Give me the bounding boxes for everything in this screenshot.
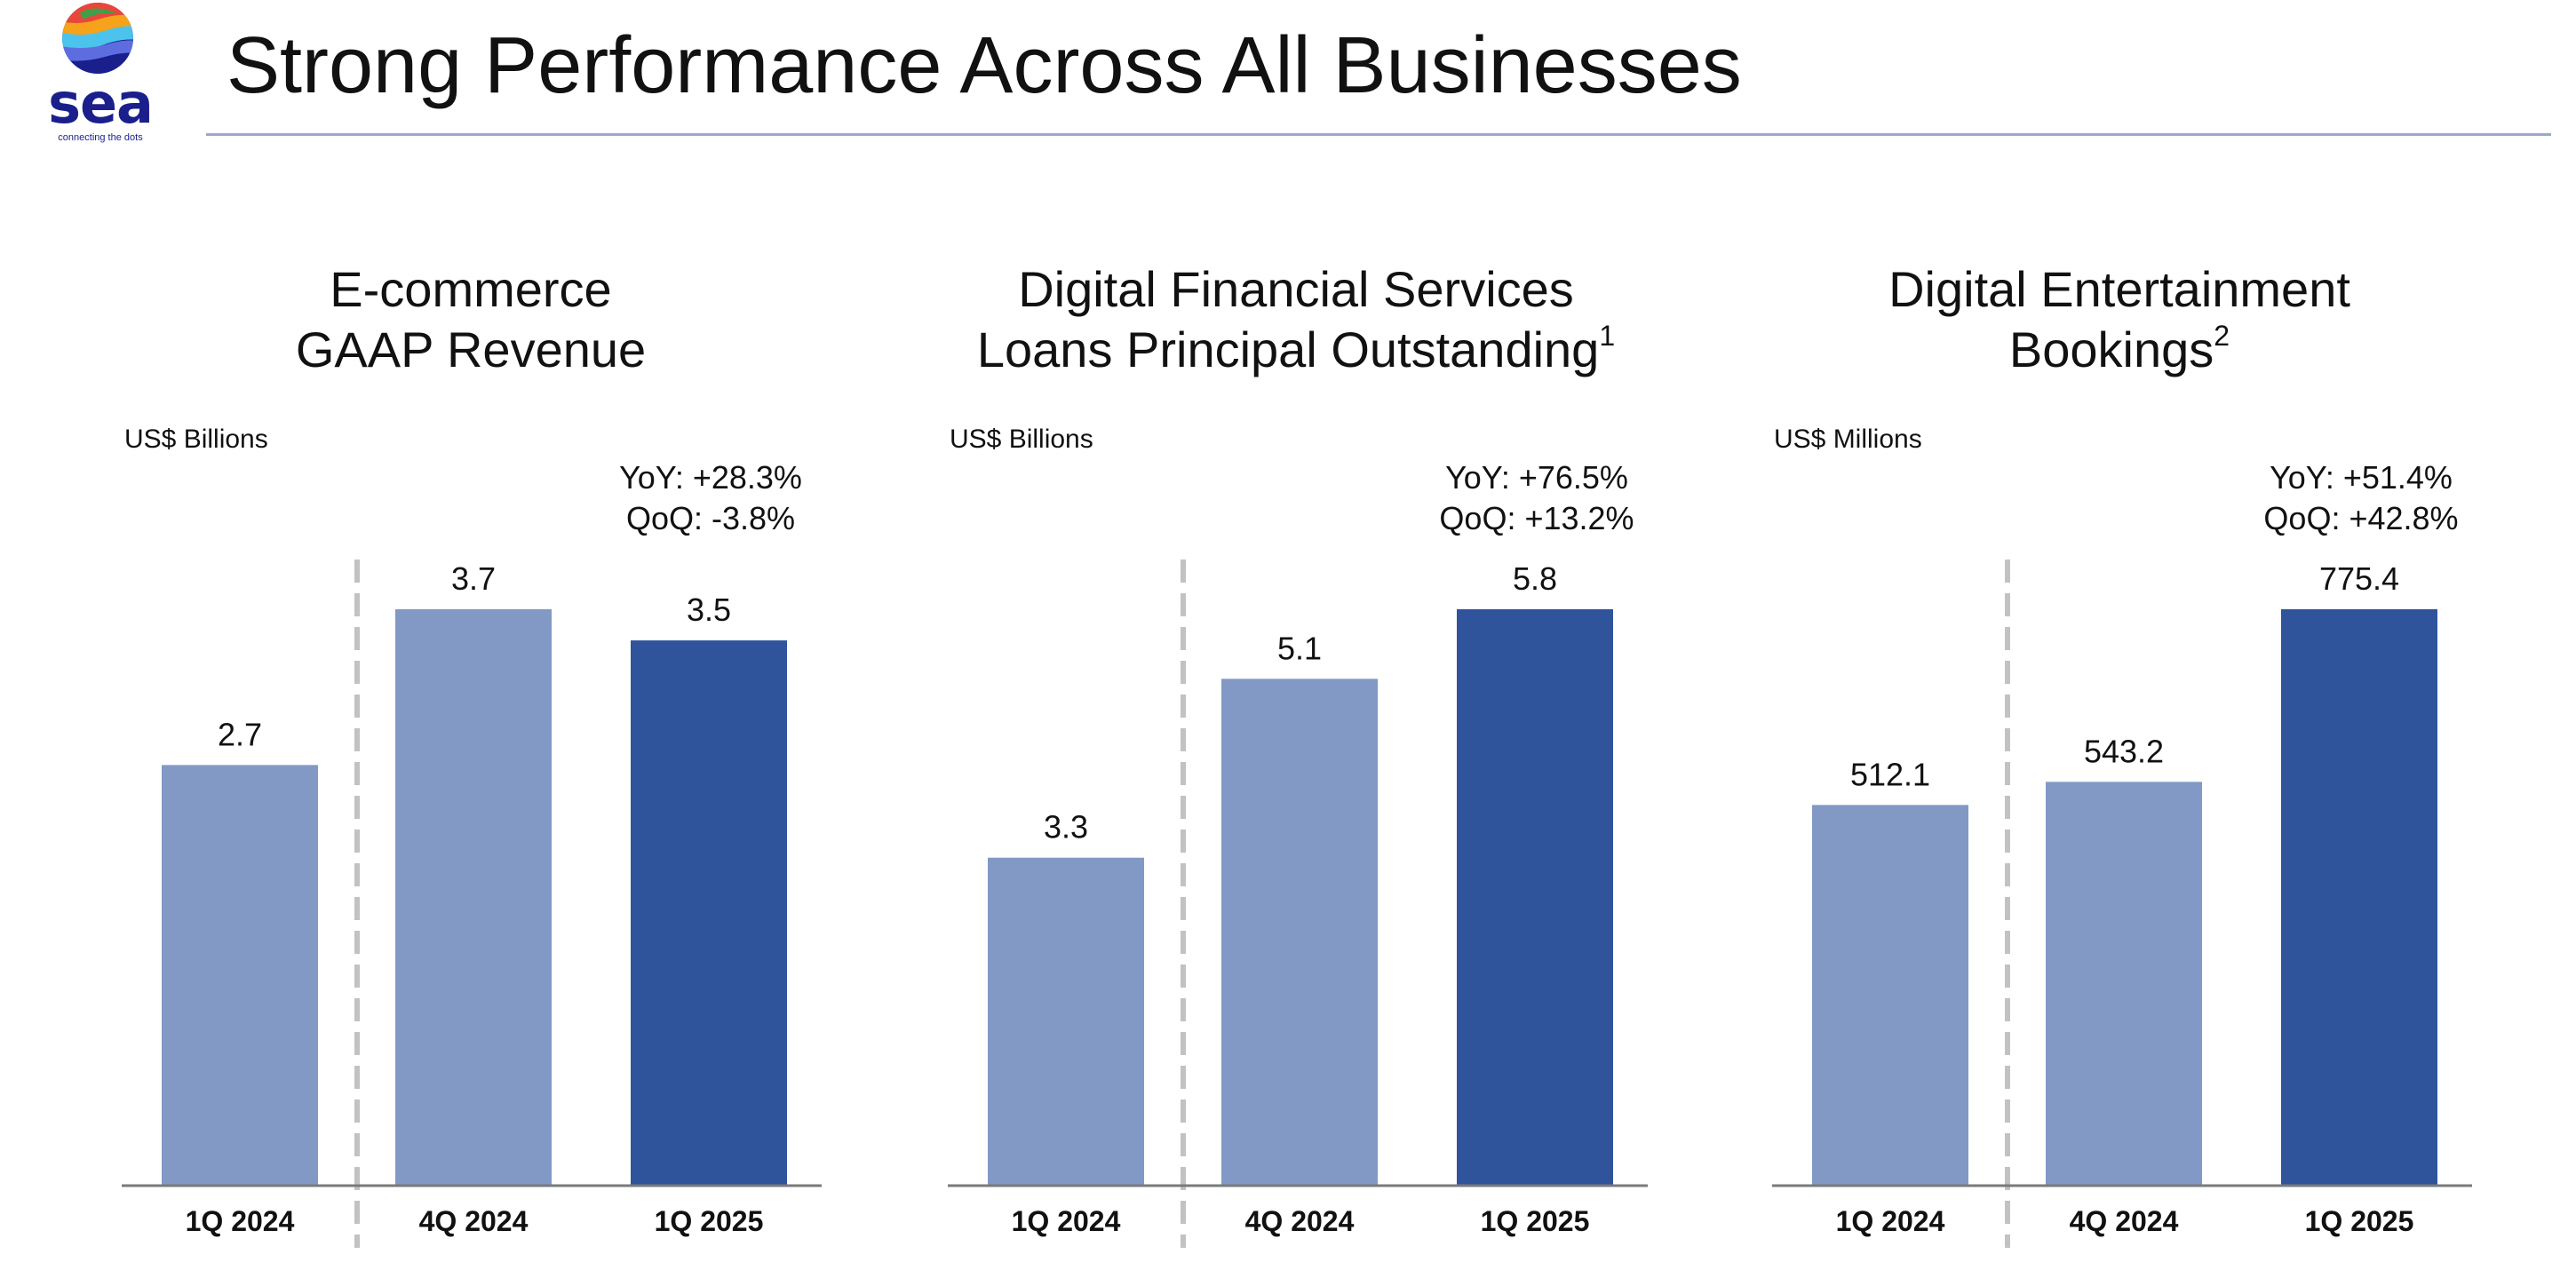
ecommerce-bar-chart: 2.7 1Q 2024 3.7 4Q 2024 3.5 1Q 2025	[122, 560, 822, 1248]
footnote-marker: 1	[1599, 320, 1616, 352]
growth-stats-dfs: YoY: +76.5% QoQ: +13.2%	[1403, 457, 1670, 539]
panel-title-line2: Loans Principal Outstanding	[976, 322, 1600, 377]
x-tick-label: 1Q 2024	[186, 1205, 295, 1237]
logo-wordmark: sea	[48, 71, 154, 136]
footnote-marker: 2	[2214, 320, 2230, 352]
dfs-bar-chart: 3.3 1Q 2024 5.1 4Q 2024 5.8 1Q 2025	[948, 560, 1648, 1248]
x-tick-label: 1Q 2025	[655, 1205, 764, 1237]
yoy-label: YoY: +28.3%	[619, 459, 802, 496]
panel-title-ecommerce: E-commerce GAAP Revenue	[71, 259, 871, 380]
bar-value-label: 543.2	[2084, 733, 2164, 769]
bar-1q-2024	[162, 765, 318, 1186]
panel-title-line1: Digital Financial Services	[1018, 261, 1574, 317]
bar-4q-2024	[395, 609, 552, 1186]
panel-title-line2: Bookings	[2008, 322, 2214, 377]
bar-value-label: 5.8	[1513, 560, 1557, 597]
bar-value-label: 3.7	[451, 560, 496, 597]
bar-value-label: 3.3	[1044, 809, 1088, 845]
x-tick-label: 1Q 2025	[2305, 1205, 2414, 1237]
entertainment-bar-chart: 512.1 1Q 2024 543.2 4Q 2024 775.4 1Q 2025	[1772, 560, 2472, 1248]
title-divider	[206, 133, 2551, 136]
x-tick-label: 1Q 2025	[1481, 1205, 1590, 1237]
bar-1q-2024	[1812, 805, 1968, 1186]
panel-title-dfs: Digital Financial Services Loans Princip…	[896, 259, 1696, 380]
qoq-label: QoQ: +42.8%	[2263, 500, 2459, 536]
x-tick-label: 4Q 2024	[419, 1205, 529, 1237]
bar-value-label: 512.1	[1850, 756, 1930, 792]
bar-value-label: 3.5	[687, 591, 731, 628]
bar-value-label: 2.7	[218, 716, 262, 752]
sea-logo-icon	[62, 3, 133, 74]
bar-1q-2025	[2281, 609, 2437, 1186]
qoq-label: QoQ: -3.8%	[625, 500, 796, 536]
yoy-label: YoY: +76.5%	[1445, 459, 1628, 496]
bar-1q-2025	[631, 640, 787, 1186]
growth-stats-ecommerce: YoY: +28.3% QoQ: -3.8%	[577, 457, 844, 539]
unit-label-entertainment: US$ Millions	[1774, 425, 1922, 454]
panel-title-line1: E-commerce	[330, 261, 612, 317]
x-tick-label: 1Q 2024	[1012, 1205, 1121, 1237]
x-tick-label: 4Q 2024	[2070, 1205, 2179, 1237]
page-title: Strong Performance Across All Businesses	[227, 21, 1742, 110]
bar-4q-2024	[1221, 679, 1378, 1186]
unit-label-dfs: US$ Billions	[950, 425, 1093, 454]
x-tick-label: 1Q 2024	[1836, 1205, 1945, 1237]
bar-4q-2024	[2046, 782, 2202, 1186]
logo-tagline: connecting the dots	[58, 132, 143, 143]
qoq-label: QoQ: +13.2%	[1439, 500, 1634, 536]
x-tick-label: 4Q 2024	[1245, 1205, 1355, 1237]
growth-stats-entertainment: YoY: +51.4% QoQ: +42.8%	[2228, 457, 2494, 539]
bar-value-label: 775.4	[2319, 560, 2399, 597]
bar-1q-2024	[988, 857, 1144, 1186]
yoy-label: YoY: +51.4%	[2270, 459, 2453, 496]
bar-value-label: 5.1	[1277, 630, 1322, 666]
panel-title-entertainment: Digital Entertainment Bookings2	[1720, 259, 2519, 380]
panel-title-line2: GAAP Revenue	[295, 322, 647, 377]
unit-label-ecommerce: US$ Billions	[124, 425, 268, 454]
bar-1q-2025	[1457, 609, 1613, 1186]
panel-title-line1: Digital Entertainment	[1888, 261, 2350, 317]
